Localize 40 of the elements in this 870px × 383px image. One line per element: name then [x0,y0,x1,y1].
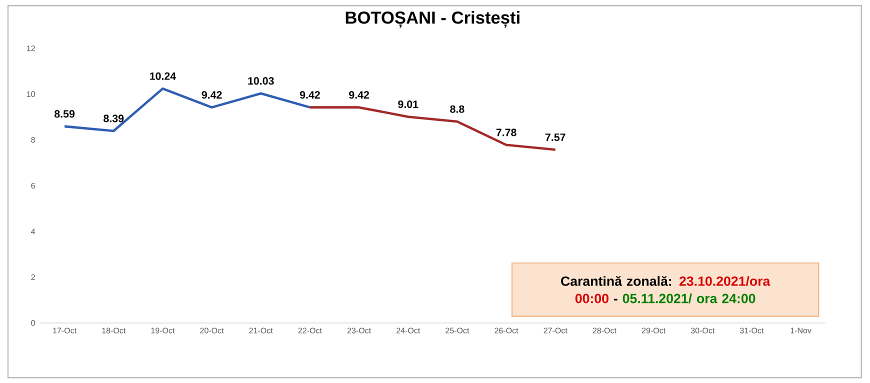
data-label: 9.01 [398,100,418,108]
x-tick-label: 31-Oct [740,328,764,334]
y-tick-label: 4 [31,228,36,234]
annotation: 05.11.2021/ ora 24:00 [622,293,756,304]
x-tick-label: 20-Oct [200,328,224,334]
x-tick-label: 28-Oct [592,328,616,334]
y-tick-label: 0 [31,320,35,326]
data-label: 8.59 [54,110,75,118]
text: 23.10.2021/ora [679,276,770,286]
x-tick-label: 24-Oct [396,328,420,334]
data-label: 8.39 [104,114,124,122]
y-tick-label: 6 [31,182,35,189]
data-label: 7.57 [545,134,566,142]
x-tick-label: 21-Oct [249,328,273,334]
data-label: 10.03 [248,77,274,85]
x-tick-label: 22-Oct [298,328,322,334]
x-tick-label: 1-Nov [790,328,812,334]
data-label: 10.24 [150,72,176,80]
x-tick-label: 27-Oct [544,328,568,334]
data-label: 9.42 [349,91,369,99]
annotation: Carantină zonală: [561,276,672,286]
x-tick-label: 26-Oct [494,328,518,334]
x-tick-label: 25-Oct [446,328,470,334]
data-label: 7.78 [496,128,516,136]
y-tick-label: 8 [31,137,35,143]
data-label: 8.8 [450,105,464,113]
text: 00:00 [575,294,608,304]
y-tick-label: 10 [27,91,35,97]
y-tick-label: 2 [31,274,35,280]
data-label: 9.42 [300,91,320,99]
x-tick-label: 17-Oct [53,328,76,334]
x-tick-label: 29-Oct [642,328,666,334]
annotation: - [614,298,618,300]
x-tick-label: 23-Oct [347,328,372,334]
data-label: 9.42 [202,91,222,99]
chart-title: BOTOȘANI - Cristești [346,11,520,28]
x-tick-label: 19-Oct [151,328,175,334]
x-tick-label: 18-Oct [102,328,126,334]
x-tick-label: 30-Oct [690,328,715,334]
y-tick-label: 12 [27,46,35,52]
